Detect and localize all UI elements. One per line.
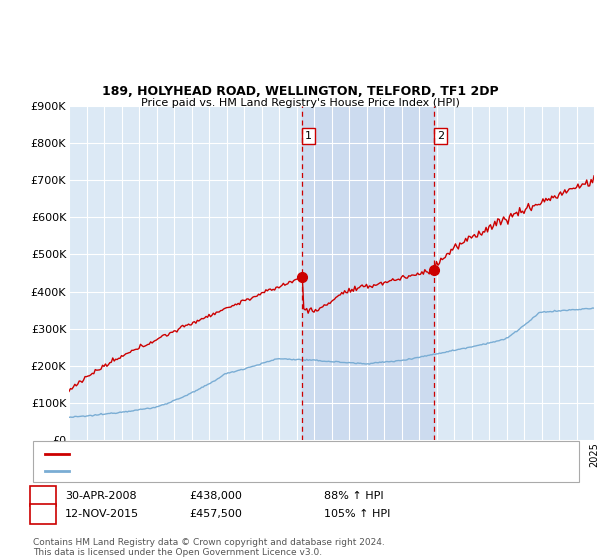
Text: Price paid vs. HM Land Registry's House Price Index (HPI): Price paid vs. HM Land Registry's House … [140, 97, 460, 108]
Text: HPI: Average price, detached house, Telford and Wrekin: HPI: Average price, detached house, Telf… [73, 466, 344, 476]
Text: 1: 1 [305, 131, 312, 141]
Text: 2: 2 [40, 509, 47, 519]
Text: £457,500: £457,500 [189, 509, 242, 519]
Text: 189, HOLYHEAD ROAD, WELLINGTON, TELFORD, TF1 2DP: 189, HOLYHEAD ROAD, WELLINGTON, TELFORD,… [101, 85, 499, 98]
Text: Contains HM Land Registry data © Crown copyright and database right 2024.
This d: Contains HM Land Registry data © Crown c… [33, 538, 385, 557]
Text: 30-APR-2008: 30-APR-2008 [65, 491, 136, 501]
Text: 189, HOLYHEAD ROAD, WELLINGTON, TELFORD, TF1 2DP (detached house): 189, HOLYHEAD ROAD, WELLINGTON, TELFORD,… [73, 449, 441, 459]
Text: 2: 2 [437, 131, 444, 141]
Text: 105% ↑ HPI: 105% ↑ HPI [324, 509, 391, 519]
Text: £438,000: £438,000 [189, 491, 242, 501]
Text: 88% ↑ HPI: 88% ↑ HPI [324, 491, 383, 501]
Text: 12-NOV-2015: 12-NOV-2015 [65, 509, 139, 519]
Text: 1: 1 [40, 491, 47, 501]
Bar [302, 106, 434, 440]
